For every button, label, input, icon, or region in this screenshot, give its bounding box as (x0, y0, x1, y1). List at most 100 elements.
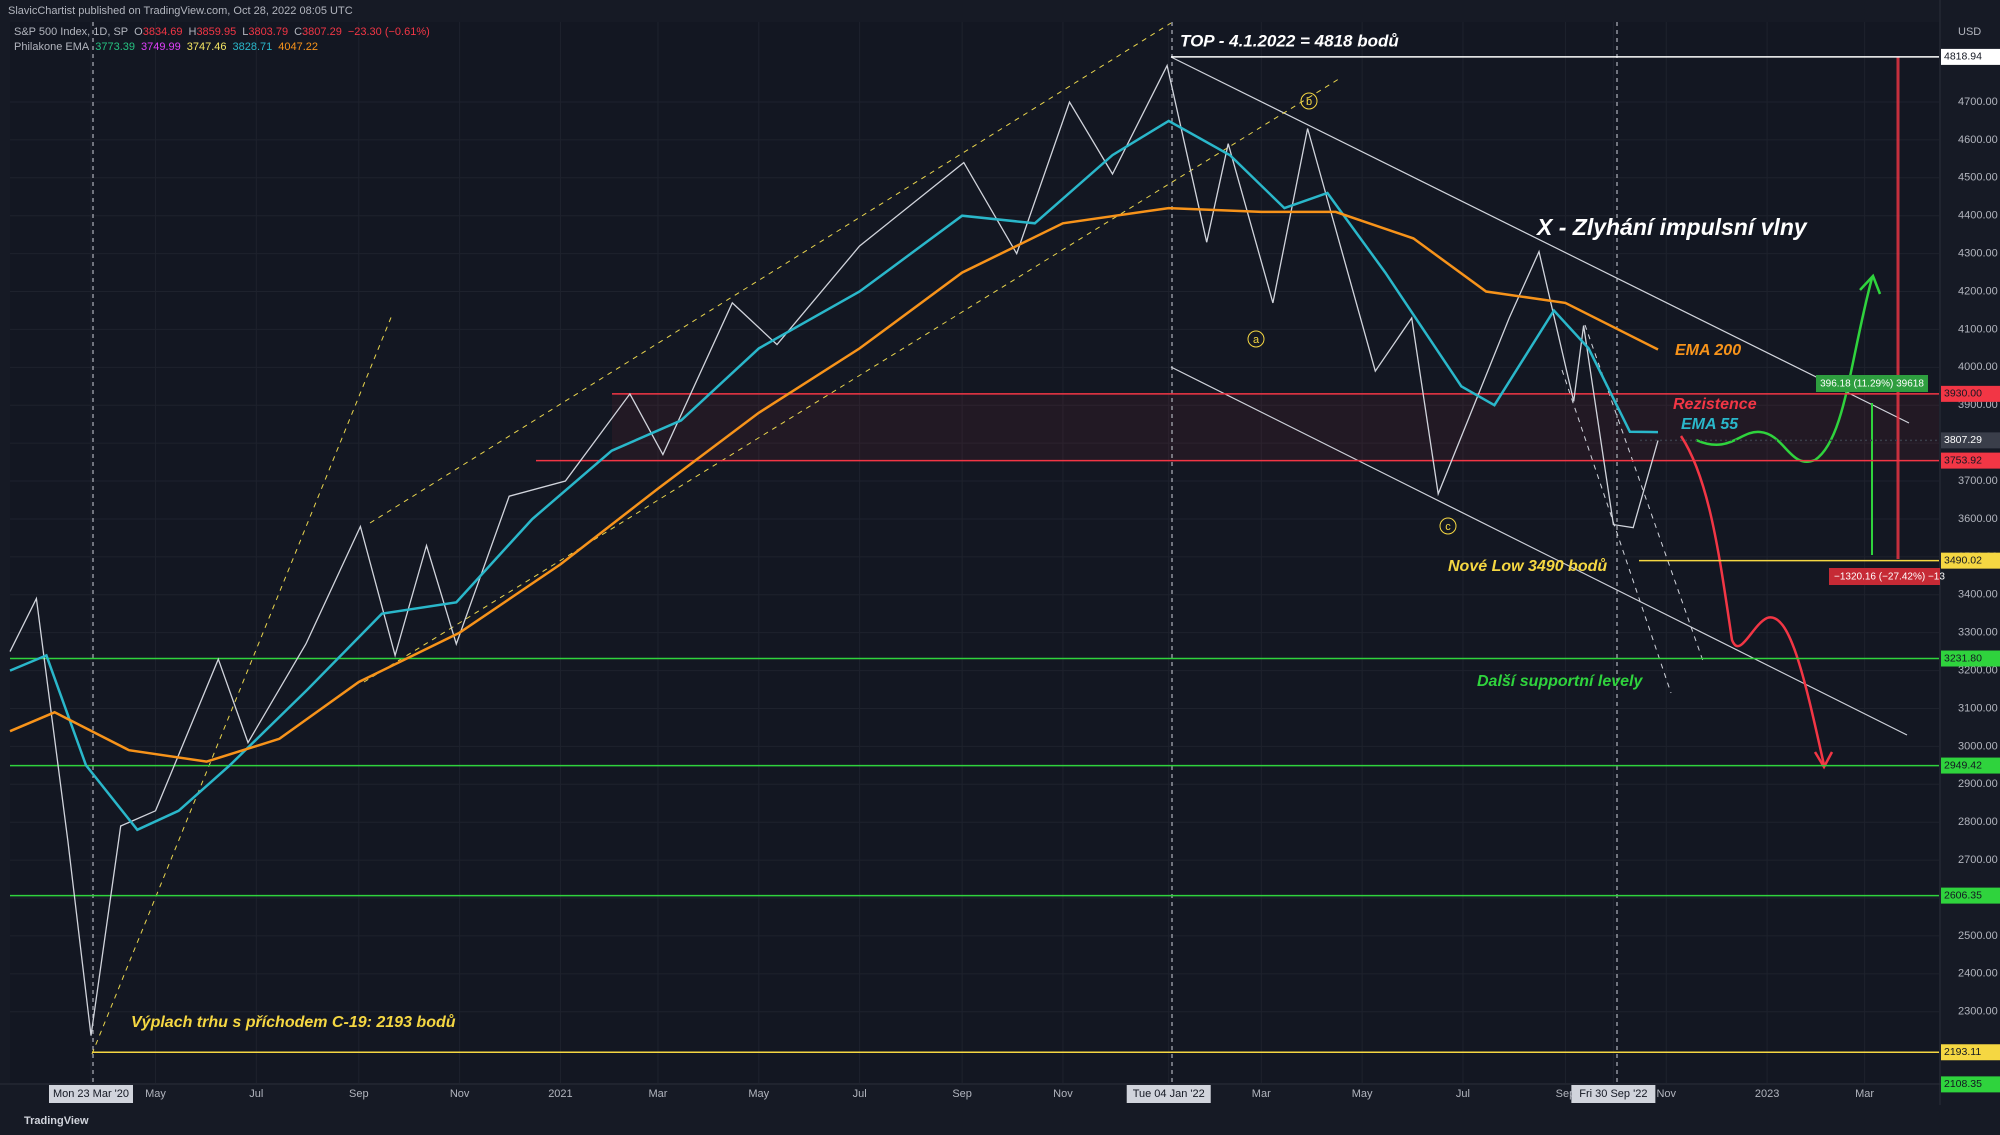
y-tick-label: 2900.00 (1958, 778, 1998, 790)
y-tick-label: 4700.00 (1958, 96, 1998, 108)
y-tick-label: 3900.00 (1958, 399, 1998, 411)
footer: TradingView (24, 1115, 89, 1127)
trend-channel (363, 76, 1343, 683)
arrow-head (1813, 751, 1834, 770)
x-tick-label: Mon 23 Mar '20 (53, 1088, 129, 1100)
annotation: Rezistence (1673, 396, 1757, 413)
publisher: SlavicChartist published on TradingView.… (8, 5, 353, 17)
y-tick-label: 3300.00 (1958, 627, 1998, 639)
trend-line (91, 314, 393, 1055)
ema-values: 3773.39 3749.99 3747.46 3828.71 4047.22 (95, 41, 318, 53)
x-tick-label: 2023 (1755, 1088, 1779, 1100)
price-label-box (1941, 432, 2000, 449)
ohlc-key: O (134, 26, 143, 38)
y-tick-label: 4400.00 (1958, 210, 1998, 222)
x-tick-label: Nov (450, 1088, 470, 1100)
series-line (9, 119, 1659, 832)
price-label-box (1941, 1044, 2000, 1061)
series-line (9, 206, 1659, 763)
price-label: 3930.00 (1944, 388, 1982, 400)
indicator-name: Philakone EMA (14, 41, 90, 53)
ohlc-key: H (188, 26, 196, 38)
x-tick-label: Nov (1053, 1088, 1073, 1100)
ema-value: 3747.46 (187, 41, 227, 53)
annotation: Nové Low 3490 bodů (1448, 558, 1607, 575)
change: −23.30 (−0.61%) (348, 26, 430, 38)
trend-line (1561, 369, 1672, 694)
x-tick-label: Nov (1656, 1088, 1676, 1100)
x-tick-label: Mar (1855, 1088, 1874, 1100)
wave-marker (1439, 517, 1457, 535)
annotation: Další supportní levely (1477, 673, 1643, 690)
x-tick-label: Mar (1252, 1088, 1271, 1100)
ohlc-value: 3859.95 (196, 26, 236, 38)
x-tick-label: May (748, 1088, 769, 1100)
ohlc-value: 3834.69 (143, 26, 183, 38)
price-label-box (1941, 48, 2000, 65)
ema-value: 4047.22 (278, 41, 318, 53)
y-tick-label: 3200.00 (1958, 664, 1998, 676)
series-line (9, 63, 1659, 1036)
y-tick-label: 2700.00 (1958, 854, 1998, 866)
resistance-zone (612, 393, 1939, 460)
y-tick-label: 4000.00 (1958, 361, 1998, 373)
price-label-box (1941, 757, 2000, 774)
channel-upper (1170, 56, 1910, 424)
x-tick-highlight (1126, 1085, 1211, 1103)
annotation: EMA 55 (1681, 416, 1739, 433)
symbol: S&P 500 Index, 1D, SP O3834.69 H3859.95 L38… (14, 26, 430, 38)
price-label: 2193.11 (1944, 1046, 1981, 1058)
price-label-box (1941, 887, 2000, 904)
ohlc-key: C (294, 26, 302, 38)
measure-box (1816, 375, 1928, 392)
annotation: Výplach trhu s příchodem C-19: 2193 bodů (131, 1014, 456, 1031)
price-label-box (1941, 385, 2000, 402)
y-tick-label: 2500.00 (1958, 930, 1998, 942)
ema-value: 3773.39 (95, 41, 135, 53)
price-label: 3231.80 (1944, 652, 1982, 664)
price-label: 2949.42 (1944, 759, 1982, 771)
trend-channel (369, 22, 1172, 524)
drawings (91, 22, 1939, 1083)
wave-marker (1247, 330, 1265, 348)
price-label-box (1941, 552, 2000, 569)
currency: USD (1958, 26, 1981, 38)
x-tick-label: May (145, 1088, 166, 1100)
price-label: 2606.35 (1944, 889, 1982, 901)
y-tick-label: 4500.00 (1958, 172, 1998, 184)
projection-down (1679, 435, 1826, 766)
x-tick-label: Tue 04 Jan '22 (1133, 1088, 1205, 1100)
x-tick-label: Jul (1456, 1088, 1470, 1100)
price-label: 3807.29 (1944, 434, 1982, 446)
x-tick-label: Mar (648, 1088, 667, 1100)
wave-marker (1300, 92, 1318, 110)
wave-label: b (1306, 96, 1312, 108)
arrow-head (1859, 273, 1882, 295)
wave-label: a (1253, 334, 1260, 346)
y-tick-label: 2400.00 (1958, 968, 1998, 980)
x-tick-label: 2021 (548, 1088, 572, 1100)
ohlc: O3834.69 H3859.95 L3803.79 C3807.29 −23.30 (… (134, 26, 430, 38)
x-tick-label: Jul (853, 1088, 867, 1100)
y-tick-label: 4300.00 (1958, 248, 1998, 260)
x-tick-label: Sep (349, 1088, 369, 1100)
wave-label: c (1445, 521, 1451, 533)
y-tick-label: 3100.00 (1958, 702, 1998, 714)
y-tick-label: 4100.00 (1958, 323, 1998, 335)
ohlc-key: L (242, 26, 248, 38)
annotation: EMA 200 (1675, 342, 1741, 359)
x-tick-label: May (1352, 1088, 1373, 1100)
y-tick-label: 3700.00 (1958, 475, 1998, 487)
price-label-box (1941, 452, 2000, 469)
symbol-name: S&P 500 Index, 1D, SP (14, 26, 128, 38)
measure-label: −1320.16 (−27.42%) −13 (1834, 572, 1945, 583)
ohlc-value: 3803.79 (248, 26, 288, 38)
measure-label: 396.18 (11.29%) 39618 (1820, 379, 1924, 390)
price-label: 2108.35 (1944, 1078, 1982, 1090)
x-tick-highlight (48, 1085, 133, 1103)
x-tick-label: Sep (1556, 1088, 1576, 1100)
y-tick-label: 4200.00 (1958, 285, 1998, 297)
price-label-box (1941, 1076, 2000, 1093)
ema-value: 3828.71 (233, 41, 273, 53)
